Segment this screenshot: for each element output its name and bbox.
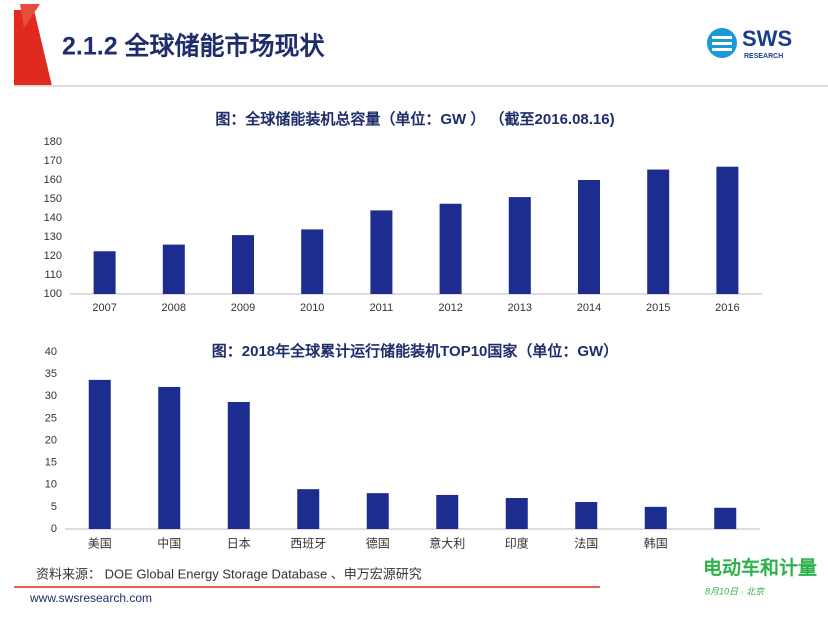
- x-tick-label: 印度: [505, 536, 529, 551]
- source-note: 资料来源： DOE Global Energy Storage Database…: [36, 566, 422, 581]
- y-tick-label: 0: [51, 523, 57, 535]
- y-tick-label: 110: [44, 269, 62, 281]
- watermark-title: 电动车和计量: [703, 556, 817, 579]
- logo-stripe: [712, 36, 732, 39]
- x-tick-label: 2015: [646, 302, 670, 314]
- y-tick-label: 150: [44, 193, 62, 205]
- x-tick-label: 2016: [715, 302, 739, 314]
- x-tick-label: 意大利: [429, 536, 465, 551]
- x-tick-label: 2008: [162, 302, 186, 314]
- bar: [575, 502, 598, 529]
- y-tick-label: 15: [45, 457, 57, 469]
- y-tick-label: 35: [45, 368, 57, 380]
- y-tick-label: 20: [45, 434, 57, 446]
- x-tick-label: 2012: [438, 302, 462, 314]
- bar: [88, 379, 111, 529]
- bar: [716, 166, 739, 294]
- logo-stripe: [712, 48, 732, 51]
- x-tick-label: 西班牙: [290, 537, 326, 551]
- x-tick-label: 韩国: [644, 536, 668, 551]
- x-tick-label: 美国: [88, 537, 112, 551]
- x-tick-label: 中国: [157, 536, 181, 551]
- y-tick-label: 170: [44, 155, 62, 167]
- y-tick-label: 180: [44, 136, 62, 148]
- x-tick-label: 2013: [508, 302, 532, 314]
- y-tick-label: 140: [44, 212, 62, 224]
- bar: [505, 498, 528, 529]
- bar: [158, 386, 181, 529]
- bar: [644, 506, 667, 529]
- x-tick-label: 2011: [370, 302, 394, 314]
- bar: [714, 507, 737, 529]
- logo-stripe: [712, 42, 732, 45]
- bar: [647, 169, 670, 294]
- chart-title: 图：2018年全球累计运行储能装机TOP10国家（单位：GW）: [212, 342, 618, 360]
- logo-text: SWS: [742, 26, 792, 51]
- x-tick-label: 2009: [231, 302, 255, 314]
- y-tick-label: 5: [51, 501, 57, 513]
- y-tick-label: 160: [44, 174, 62, 186]
- bar: [578, 180, 600, 294]
- header-accent-small: [20, 4, 40, 28]
- bar: [436, 494, 459, 529]
- bar: [227, 402, 250, 529]
- y-tick-label: 120: [44, 250, 62, 262]
- website: www.swsresearch.com: [29, 591, 152, 605]
- y-tick-label: 30: [45, 390, 57, 402]
- bar: [162, 244, 185, 294]
- watermark-subtitle: 8月10日 · 北京: [705, 586, 766, 596]
- chart-title: 图：全球储能装机总容量（单位：GW ） （截至2016.08.16): [215, 110, 614, 128]
- bar: [439, 203, 462, 294]
- bar: [366, 493, 389, 529]
- x-tick-label: 2007: [92, 302, 116, 314]
- bar: [297, 489, 320, 529]
- y-tick-label: 10: [45, 479, 57, 491]
- bar: [93, 251, 116, 294]
- x-tick-label: 2010: [300, 302, 324, 314]
- x-tick-label: 德国: [366, 536, 390, 551]
- x-tick-label: 法国: [574, 537, 598, 551]
- x-tick-label: 2014: [577, 302, 601, 314]
- header-accent: [14, 10, 52, 86]
- bar: [232, 235, 254, 294]
- bar: [508, 197, 531, 294]
- y-tick-label: 100: [44, 288, 62, 300]
- y-tick-label: 25: [45, 412, 57, 424]
- x-tick-label: 日本: [227, 537, 251, 551]
- slide-title: 2.1.2 全球储能市场现状: [62, 32, 326, 61]
- bar: [301, 229, 324, 294]
- bar: [370, 210, 393, 294]
- y-tick-label: 40: [45, 346, 57, 358]
- logo-subtext: RESEARCH: [744, 53, 783, 60]
- y-tick-label: 130: [44, 231, 62, 243]
